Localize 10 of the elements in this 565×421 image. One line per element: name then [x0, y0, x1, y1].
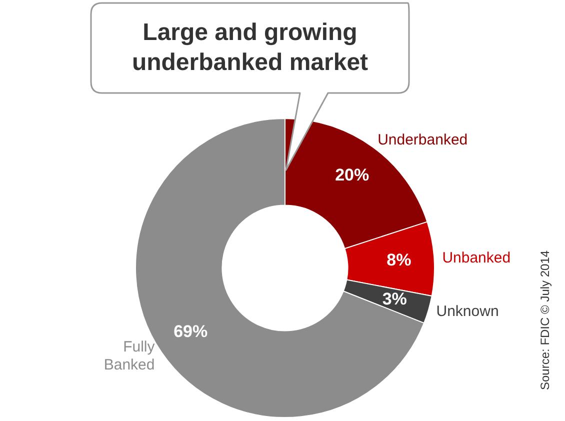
slice-label: Fully Banked — [104, 338, 156, 374]
text: Large and growing underbanked market — [130, 18, 370, 78]
source-note: Source: FDIC © July 2014 — [538, 250, 552, 390]
data-label: 69% — [174, 322, 208, 341]
data-label: 20% — [335, 165, 370, 184]
slice-label: Underbanked — [378, 132, 468, 149]
slice-label: Unbanked — [442, 249, 511, 266]
data-label: 8% — [386, 250, 412, 270]
data-label: 3% — [382, 290, 407, 309]
slice-label: Unknown — [436, 303, 499, 320]
